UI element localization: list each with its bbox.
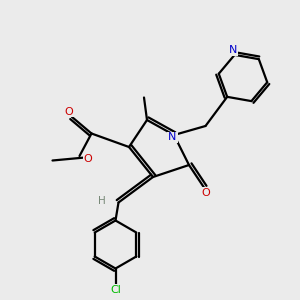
- Text: O: O: [201, 188, 210, 198]
- Text: Cl: Cl: [110, 285, 121, 295]
- Text: O: O: [64, 106, 73, 117]
- Text: N: N: [229, 45, 237, 56]
- Text: N: N: [168, 132, 177, 142]
- Text: O: O: [83, 154, 92, 164]
- Text: H: H: [98, 196, 106, 206]
